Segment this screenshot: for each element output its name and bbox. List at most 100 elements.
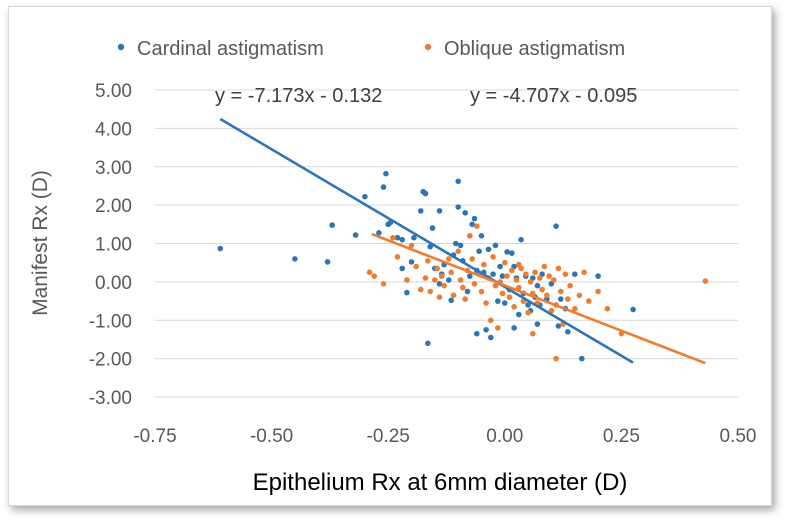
x-axis-title: Epithelium Rx at 6mm diameter (D) bbox=[253, 469, 628, 496]
data-point bbox=[541, 263, 548, 270]
legend: Cardinal astigmatism Oblique astigmatism bbox=[117, 38, 625, 60]
data-point bbox=[462, 210, 469, 216]
data-point bbox=[439, 273, 445, 279]
data-point bbox=[457, 277, 464, 283]
data-point bbox=[511, 304, 517, 310]
data-point bbox=[469, 221, 476, 228]
data-point bbox=[546, 273, 552, 279]
data-point bbox=[534, 282, 541, 289]
data-point bbox=[474, 330, 480, 337]
data-point bbox=[595, 273, 601, 279]
data-point bbox=[551, 277, 557, 283]
data-point bbox=[516, 311, 522, 318]
y-tick-label: 2.00 bbox=[95, 196, 132, 217]
data-point bbox=[495, 298, 501, 304]
y-tick-label: 4.00 bbox=[95, 119, 132, 140]
data-point bbox=[527, 279, 534, 285]
trendline-equation-cardinal: y = -7.173x - 0.132 bbox=[215, 85, 382, 107]
data-point bbox=[394, 254, 401, 260]
data-point bbox=[576, 292, 583, 299]
data-point bbox=[702, 278, 709, 284]
data-point bbox=[518, 236, 524, 243]
data-point bbox=[555, 265, 562, 272]
trendline-cardinal bbox=[219, 117, 634, 364]
data-point bbox=[292, 256, 298, 262]
y-tick-label: -2.00 bbox=[89, 350, 132, 371]
data-point bbox=[366, 269, 373, 276]
y-tick-labels: 5.00 4.00 3.00 2.00 1.00 0.00 -1.00 -2.00 -3.00 bbox=[89, 81, 132, 409]
data-point bbox=[544, 292, 550, 299]
data-point bbox=[383, 170, 389, 177]
data-point bbox=[478, 233, 485, 239]
data-point bbox=[418, 208, 424, 214]
data-point bbox=[630, 306, 636, 313]
data-point bbox=[537, 275, 543, 281]
data-point bbox=[371, 273, 378, 279]
data-point bbox=[483, 327, 489, 333]
data-point bbox=[448, 269, 455, 276]
data-point bbox=[413, 263, 420, 270]
data-point bbox=[595, 288, 601, 295]
data-point bbox=[499, 290, 506, 297]
data-point bbox=[488, 334, 494, 341]
data-point bbox=[532, 269, 538, 276]
data-point bbox=[467, 273, 473, 279]
data-point bbox=[469, 256, 476, 262]
data-point bbox=[509, 267, 515, 274]
data-point bbox=[495, 325, 501, 331]
data-point bbox=[474, 223, 480, 229]
data-point bbox=[455, 178, 462, 185]
data-point bbox=[352, 232, 359, 238]
data-point bbox=[502, 259, 508, 266]
trendline-equation-oblique: y = -4.707x - 0.095 bbox=[470, 85, 637, 107]
data-point bbox=[511, 325, 517, 331]
data-point bbox=[567, 282, 573, 289]
data-point bbox=[478, 288, 485, 295]
data-point bbox=[434, 265, 441, 272]
trendline-oblique bbox=[371, 232, 706, 365]
data-point bbox=[504, 249, 510, 255]
data-point bbox=[516, 284, 522, 291]
data-point bbox=[467, 233, 473, 239]
data-point bbox=[329, 222, 336, 228]
data-point bbox=[390, 234, 396, 241]
data-point bbox=[539, 286, 545, 293]
data-point bbox=[457, 242, 464, 249]
data-point bbox=[548, 307, 555, 314]
data-point bbox=[558, 296, 564, 302]
data-point bbox=[455, 248, 462, 254]
data-point bbox=[488, 317, 494, 324]
y-axis-title: Manifest Rx (D) bbox=[29, 170, 52, 316]
data-point bbox=[450, 292, 457, 299]
data-point bbox=[422, 275, 429, 281]
chart-frame bbox=[8, 6, 772, 506]
y-tick-label: 0.00 bbox=[95, 273, 132, 294]
data-point bbox=[446, 256, 452, 262]
data-point bbox=[380, 281, 387, 287]
data-point bbox=[558, 288, 564, 295]
data-point bbox=[464, 288, 471, 295]
x-tick-labels: -0.75 -0.50 -0.25 0.00 0.25 0.50 bbox=[133, 426, 756, 447]
data-point bbox=[497, 263, 503, 270]
data-point bbox=[525, 309, 531, 316]
data-point bbox=[376, 230, 382, 236]
data-point bbox=[492, 242, 499, 249]
data-point bbox=[362, 193, 368, 200]
data-point bbox=[432, 277, 438, 283]
data-point bbox=[481, 261, 487, 268]
data-point bbox=[565, 296, 571, 302]
data-points bbox=[217, 170, 709, 362]
data-point bbox=[436, 294, 443, 301]
data-point bbox=[408, 242, 415, 249]
data-point bbox=[399, 265, 406, 272]
data-point bbox=[453, 240, 459, 247]
data-point bbox=[499, 273, 506, 279]
data-point bbox=[462, 296, 469, 302]
data-point bbox=[530, 330, 536, 337]
trendlines bbox=[219, 117, 706, 365]
data-point bbox=[399, 236, 406, 243]
data-point bbox=[513, 277, 520, 283]
data-point bbox=[553, 355, 559, 362]
y-tick-label: 1.00 bbox=[95, 235, 132, 256]
data-point bbox=[504, 273, 510, 279]
